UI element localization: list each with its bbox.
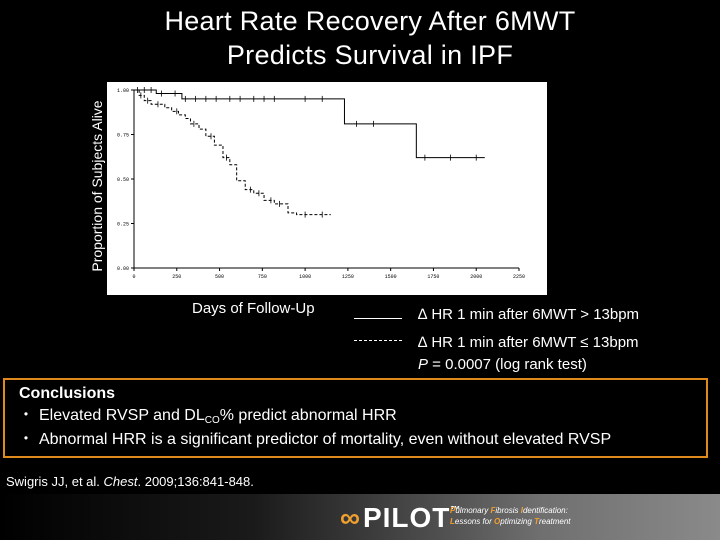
y-tick-label: 0.25 [117, 222, 129, 228]
x-tick-label: 500 [215, 274, 224, 280]
p-value-text: = 0.0007 (log rank test) [428, 356, 587, 373]
citation-journal: Chest [103, 474, 138, 489]
p-value-label: P [418, 356, 429, 373]
legend-dashed-label: ∆ HR 1 min after 6MWT ≤ 13bpm [418, 334, 639, 351]
y-tick-label: 0.75 [117, 133, 129, 139]
title-line-2: Predicts Survival in IPF [226, 40, 514, 70]
conclusions-heading: Conclusions [19, 385, 116, 402]
conclusions-box: Conclusions • Elevated RVSP and DLCO% pre… [3, 378, 708, 458]
pilot-logo: ∞PILOT™ [340, 502, 462, 533]
x-tick-label: 250 [172, 274, 181, 280]
flame-icon: ∞ [340, 502, 361, 533]
x-tick-label: 1750 [427, 274, 439, 280]
p-value: P = 0.0007 (log rank test) [418, 356, 587, 373]
y-tick-label: 0.50 [117, 177, 129, 183]
survival-chart-svg: 0.00 0.25 0.50 0.75 1.00 0 250 500 750 1000 1250 15… [117, 87, 525, 280]
km-curve-high-hrr [134, 89, 485, 159]
slide-title: Heart Rate Recovery After 6MWT Predicts … [90, 4, 650, 72]
legend-dashed-line [354, 340, 402, 341]
x-tick-label: 750 [258, 274, 267, 280]
bullet-dot-icon: • [23, 431, 29, 445]
x-tick-label: 2000 [470, 274, 482, 280]
x-tick-label: 1000 [299, 274, 311, 280]
title-line-1: Heart Rate Recovery After 6MWT [164, 6, 576, 36]
km-curve-low-hrr [134, 89, 331, 216]
footer-bar [0, 494, 720, 540]
survival-chart: 0.00 0.25 0.50 0.75 1.00 0 250 500 750 1000 1250 15… [107, 82, 547, 295]
bullet-dot-icon: • [23, 407, 29, 421]
y-tick-label: 1.00 [117, 88, 129, 94]
citation: Swigris JJ, et al. Chest. 2009;136:841-8… [6, 474, 254, 489]
y-tick-label: 0.00 [117, 266, 129, 272]
x-tick-label: 1500 [385, 274, 397, 280]
y-axis-label: Proportion of Subjects Alive [89, 100, 105, 272]
legend-solid-line [354, 318, 402, 319]
legend-solid-label: ∆ HR 1 min after 6MWT > 13bpm [418, 306, 640, 323]
x-tick-label: 0 [132, 274, 135, 280]
conclusion-bullet-2: • Abnormal HRR is a significant predictor… [13, 431, 611, 449]
x-tick-label: 2250 [513, 274, 525, 280]
x-axis-label: Days of Follow-Up [192, 300, 315, 317]
conclusion-bullet-1: • Elevated RVSP and DLCO% predict abnorma… [13, 407, 397, 426]
pilot-tagline: Pulmonary Fibrosis Identification: Lesso… [450, 506, 571, 526]
x-tick-label: 1250 [342, 274, 354, 280]
